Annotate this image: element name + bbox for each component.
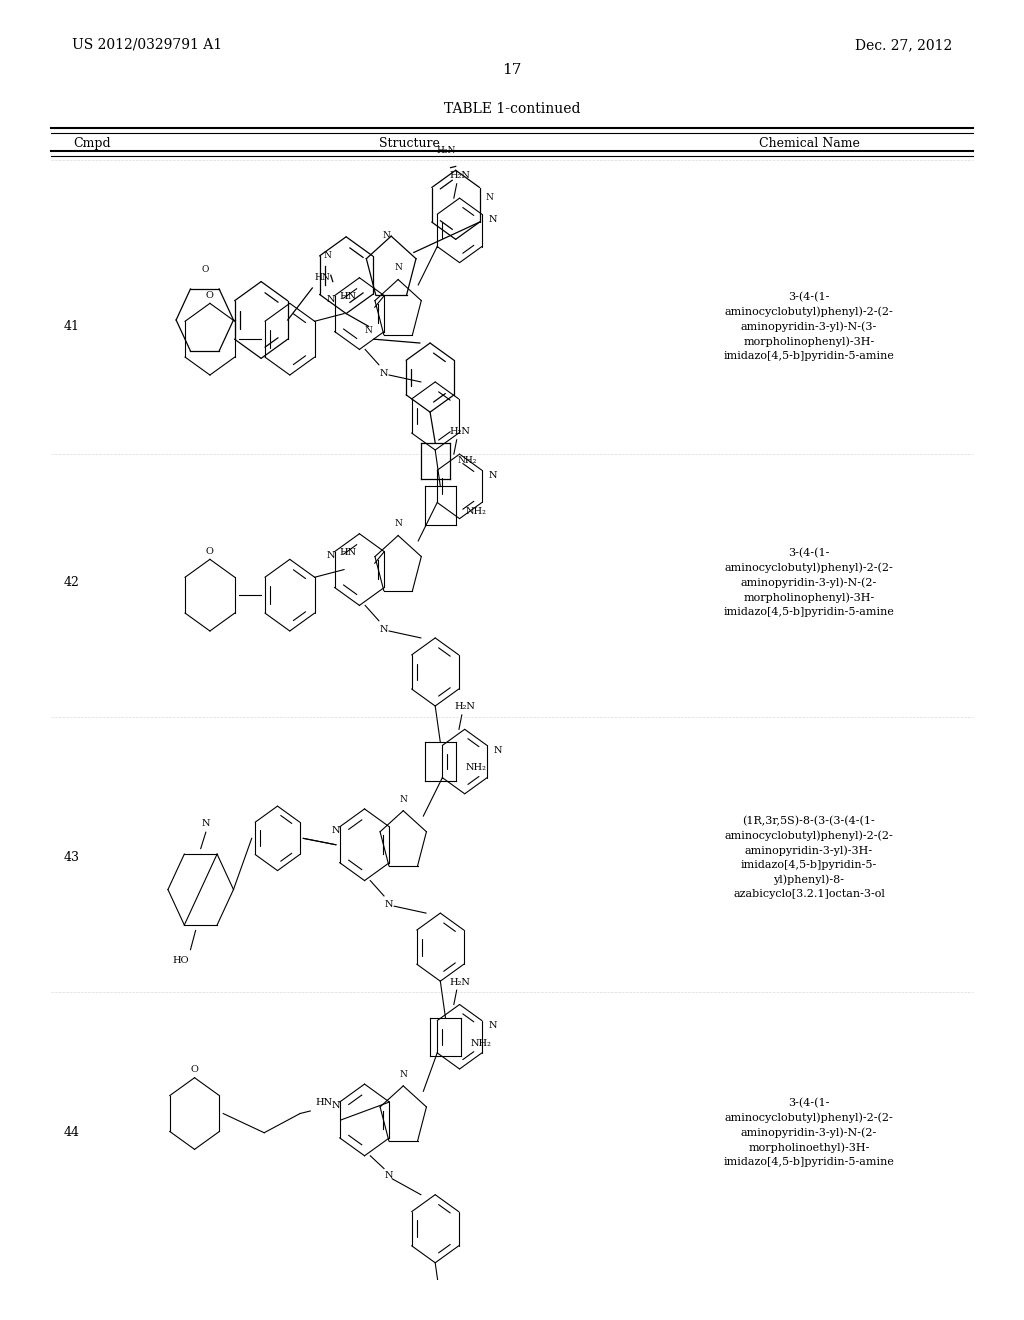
Text: NH₂: NH₂ (466, 507, 486, 516)
Text: O: O (190, 1065, 199, 1074)
Text: H₂N: H₂N (455, 702, 475, 711)
Text: Structure: Structure (379, 137, 440, 150)
Text: 44: 44 (63, 1126, 80, 1139)
Text: N: N (202, 820, 210, 828)
Text: N: N (399, 795, 408, 804)
Text: N: N (385, 900, 393, 908)
Text: HN: HN (314, 273, 331, 281)
Text: N: N (327, 294, 335, 304)
Text: N: N (327, 550, 335, 560)
Text: N: N (385, 1171, 393, 1180)
Text: N: N (488, 215, 497, 224)
Text: NH₂: NH₂ (471, 1039, 492, 1048)
Text: Dec. 27, 2012: Dec. 27, 2012 (855, 38, 952, 51)
Text: O: O (201, 265, 209, 275)
Text: TABLE 1-continued: TABLE 1-continued (443, 102, 581, 116)
Text: HN: HN (339, 548, 356, 557)
Text: 3-(4-(1-
aminocyclobutyl)phenyl)-2-(2-
aminopyridin-3-yl)-N-(2-
morpholinophenyl: 3-(4-(1- aminocyclobutyl)phenyl)-2-(2- a… (724, 548, 894, 616)
Text: N: N (394, 519, 402, 528)
Text: N: N (380, 368, 388, 378)
Text: Cmpd: Cmpd (74, 137, 111, 150)
Text: N: N (394, 264, 402, 272)
Text: O: O (206, 290, 214, 300)
Text: N: N (399, 1069, 408, 1078)
Text: N: N (380, 624, 388, 634)
Text: H₂N: H₂N (450, 172, 470, 181)
Text: N: N (488, 1022, 497, 1031)
Text: NH₂: NH₂ (458, 457, 477, 465)
Text: HO: HO (172, 956, 188, 965)
Text: US 2012/0329791 A1: US 2012/0329791 A1 (72, 38, 222, 51)
Text: N: N (324, 252, 332, 260)
Text: H₂N: H₂N (450, 428, 470, 436)
Text: N: N (365, 326, 373, 335)
Text: 42: 42 (63, 576, 80, 589)
Text: NH₂: NH₂ (466, 763, 486, 772)
Text: 3-(4-(1-
aminocyclobutyl)phenyl)-2-(2-
aminopyridin-3-yl)-N-(2-
morpholinoethyl): 3-(4-(1- aminocyclobutyl)phenyl)-2-(2- a… (724, 1098, 894, 1167)
Text: 17: 17 (503, 63, 521, 78)
Text: H₂N: H₂N (450, 978, 470, 986)
Text: 3-(4-(1-
aminocyclobutyl)phenyl)-2-(2-
aminopyridin-3-yl)-N-(3-
morpholinophenyl: 3-(4-(1- aminocyclobutyl)phenyl)-2-(2- a… (724, 292, 894, 360)
Text: HN: HN (339, 292, 356, 301)
Text: HN: HN (315, 1098, 333, 1107)
Text: N: N (332, 826, 340, 836)
Text: N: N (382, 231, 390, 240)
Text: (1R,3r,5S)-8-(3-(3-(4-(1-
aminocyclobutyl)phenyl)-2-(2-
aminopyridin-3-yl)-3H-
i: (1R,3r,5S)-8-(3-(3-(4-(1- aminocyclobuty… (725, 816, 893, 899)
Text: N: N (488, 471, 497, 480)
Text: H₂N: H₂N (437, 147, 456, 154)
Text: N: N (494, 746, 502, 755)
Text: N: N (485, 193, 494, 202)
Text: 43: 43 (63, 851, 80, 865)
Text: N: N (332, 1101, 340, 1110)
Text: O: O (206, 546, 214, 556)
Text: 41: 41 (63, 319, 80, 333)
Text: Chemical Name: Chemical Name (759, 137, 859, 150)
